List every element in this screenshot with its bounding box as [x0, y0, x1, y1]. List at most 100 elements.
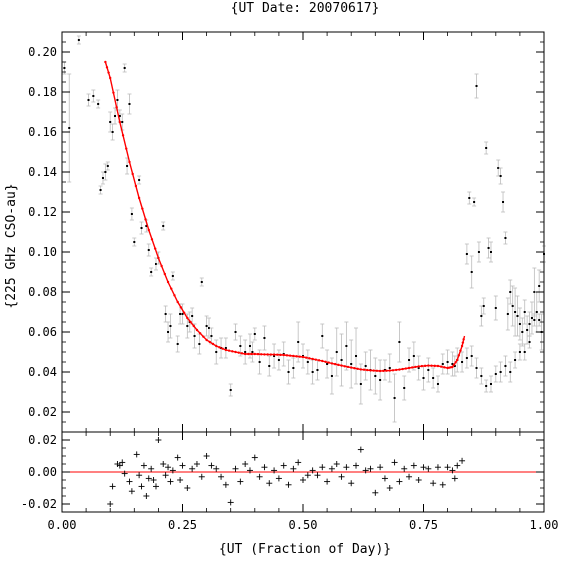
data-point — [436, 383, 439, 385]
data-point — [311, 371, 314, 373]
data-point — [403, 387, 406, 389]
data-point — [485, 147, 488, 149]
data-point — [521, 331, 524, 333]
data-point — [130, 213, 133, 215]
fit-marker — [153, 247, 157, 250]
fit-marker — [272, 353, 276, 356]
data-point — [509, 371, 512, 373]
fit-marker — [141, 207, 144, 210]
data-point — [306, 361, 309, 363]
data-point — [179, 313, 182, 315]
fit-marker — [457, 354, 461, 357]
data-point — [514, 359, 517, 361]
fit-marker — [279, 353, 282, 357]
fit-marker — [321, 359, 324, 363]
fit-marker — [350, 366, 353, 369]
data-point — [138, 179, 141, 181]
data-point — [248, 345, 251, 347]
fit-marker — [189, 320, 192, 324]
data-point — [109, 121, 112, 123]
data-point — [412, 355, 415, 357]
fit-marker — [253, 352, 256, 356]
data-point — [475, 367, 478, 369]
fit-marker — [107, 71, 110, 74]
data-point — [398, 341, 401, 343]
data-point — [477, 251, 480, 253]
data-point — [494, 307, 497, 309]
data-point — [538, 319, 541, 321]
data-point — [224, 347, 227, 349]
fit-marker — [439, 365, 443, 368]
y-tick-label: 0.20 — [28, 45, 57, 59]
data-point — [355, 355, 358, 357]
data-point — [489, 383, 492, 385]
fit-marker — [314, 358, 318, 361]
data-point — [162, 225, 165, 227]
fit-marker — [121, 134, 125, 137]
data-point — [123, 67, 126, 69]
fit-marker — [234, 350, 237, 354]
x-tick-label: 0.75 — [409, 518, 438, 532]
fit-marker — [208, 340, 212, 344]
fit-marker — [231, 350, 234, 353]
data-point — [446, 361, 449, 363]
data-point — [499, 371, 502, 373]
fit-marker — [459, 349, 462, 352]
data-point — [408, 359, 411, 361]
fit-marker — [375, 369, 379, 372]
fit-marker — [263, 353, 266, 356]
data-point — [475, 85, 478, 87]
fit-marker — [372, 369, 375, 372]
data-point — [258, 361, 261, 363]
data-point — [383, 369, 386, 371]
data-point — [118, 115, 121, 117]
data-point — [167, 331, 170, 333]
data-point — [106, 165, 109, 167]
fit-marker — [247, 352, 250, 356]
data-point — [350, 363, 353, 365]
y-tick-label: 0.06 — [28, 325, 57, 339]
data-point — [164, 313, 167, 315]
fit-marker — [330, 362, 334, 365]
fit-marker — [150, 238, 154, 241]
fit-marker — [128, 160, 131, 164]
data-point — [191, 315, 194, 317]
fit-marker — [243, 352, 247, 356]
data-point — [485, 385, 488, 387]
fit-marker — [301, 355, 305, 359]
data-point — [121, 121, 124, 123]
fit-marker — [266, 353, 269, 356]
fit-marker — [401, 367, 404, 371]
data-point — [77, 39, 80, 41]
data-point — [273, 355, 276, 357]
fit-marker — [462, 338, 465, 341]
fit-marker — [182, 311, 186, 314]
fit-marker — [147, 228, 150, 232]
data-point — [523, 351, 526, 353]
data-point — [186, 325, 189, 327]
fit-marker — [340, 364, 343, 367]
x-tick-label: 1.00 — [530, 518, 559, 532]
data-point — [128, 103, 131, 105]
fit-marker — [134, 184, 138, 188]
fit-marker — [391, 369, 395, 372]
fit-marker — [385, 369, 388, 372]
data-point — [514, 311, 517, 313]
fit-marker — [346, 365, 350, 369]
fit-marker — [460, 344, 464, 348]
data-point — [470, 355, 473, 357]
data-point — [393, 397, 396, 399]
fit-marker — [269, 353, 273, 356]
fit-marker — [451, 365, 454, 369]
data-point — [422, 377, 425, 379]
data-point — [379, 379, 382, 381]
fit-marker — [195, 328, 199, 332]
fit-marker — [427, 364, 430, 367]
y-tick-label: 0.16 — [28, 125, 57, 139]
fit-marker — [192, 324, 195, 328]
data-point — [210, 335, 213, 337]
data-point — [374, 375, 377, 377]
fit-marker — [160, 264, 163, 268]
data-point — [150, 271, 153, 273]
fit-marker — [118, 120, 122, 124]
